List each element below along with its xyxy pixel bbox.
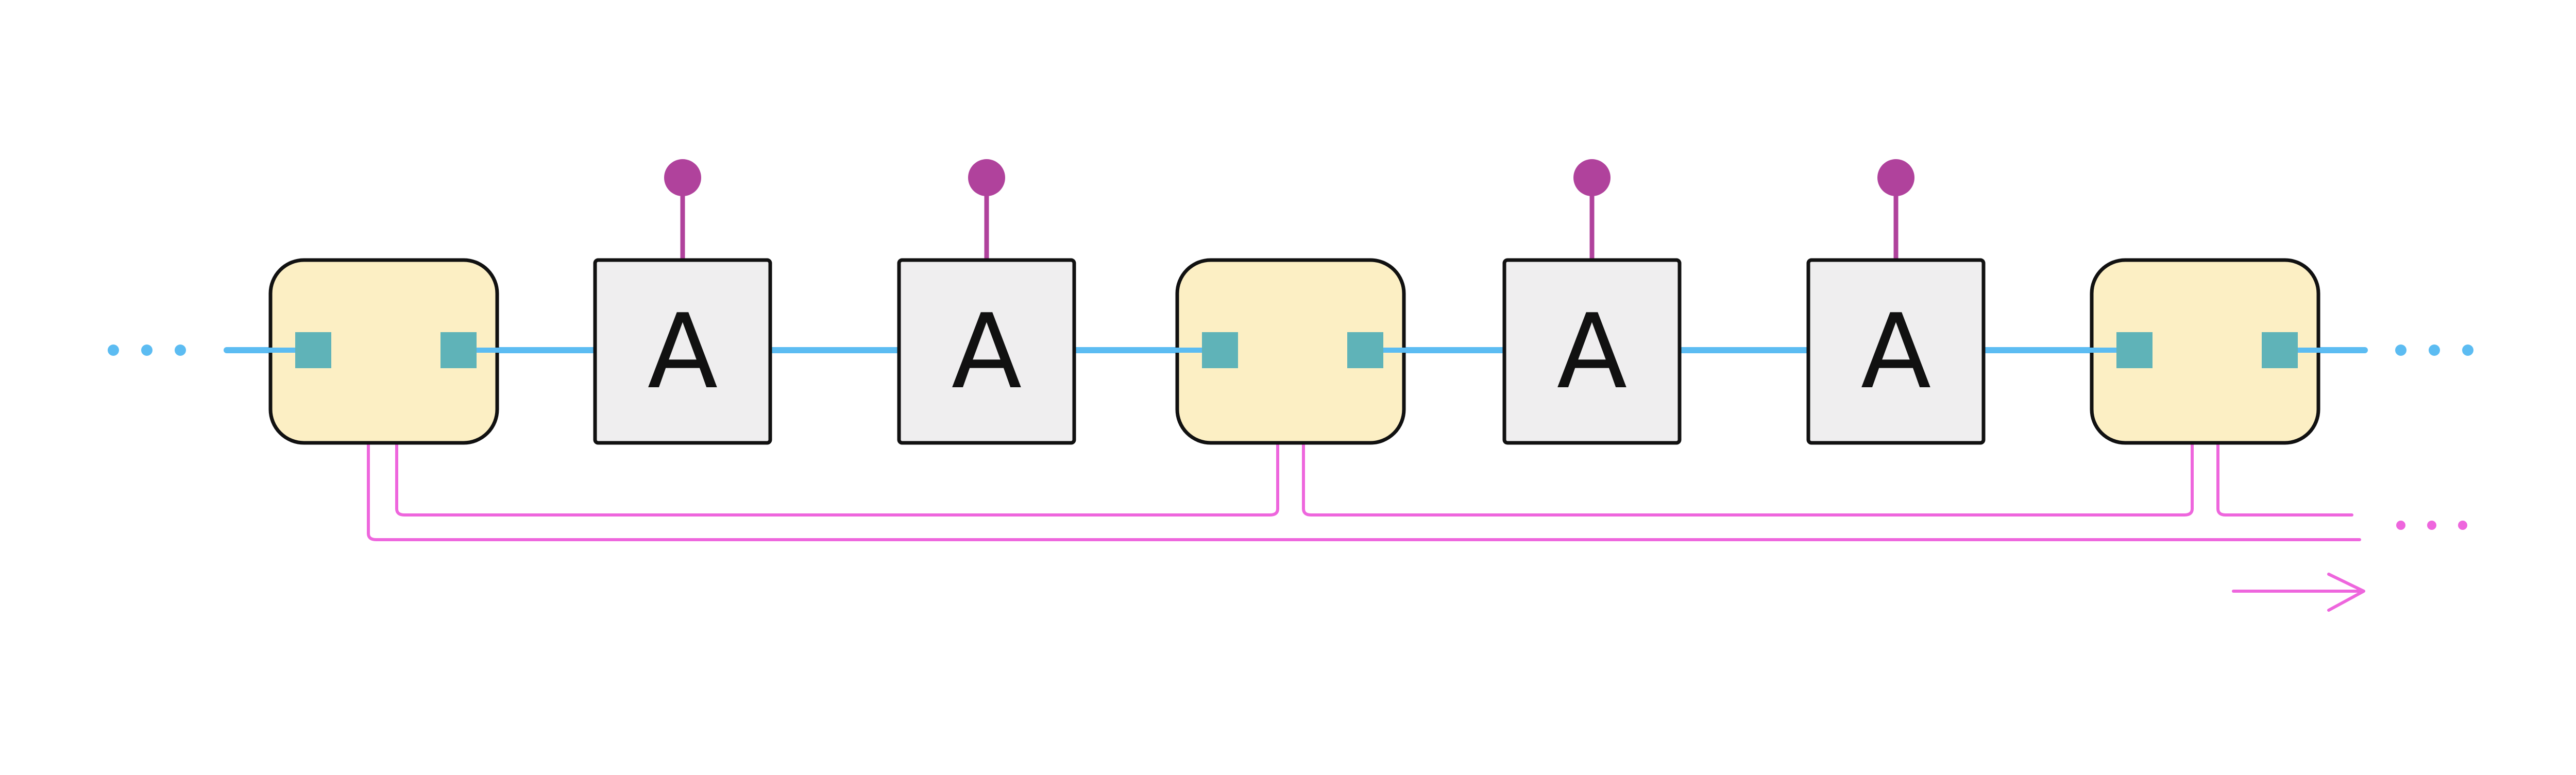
ellipsis-dot <box>2395 345 2406 356</box>
a-block-body <box>1806 258 1986 445</box>
ellipsis-dot <box>2458 521 2467 530</box>
ellipsis-bus <box>2396 521 2467 530</box>
ellipsis-dot <box>2429 345 2440 356</box>
ellipsis-dot <box>108 345 119 356</box>
pin-head <box>1573 159 1611 196</box>
bus-line-lower <box>367 441 2361 541</box>
pin-head <box>1877 159 1914 196</box>
ellipsis-dot <box>2427 521 2436 530</box>
a-block-label: A <box>1557 292 1628 412</box>
pin-head <box>664 159 701 196</box>
bus-line-upper <box>1302 441 2194 516</box>
cell-port-left <box>295 332 331 368</box>
ellipsis-left <box>108 345 186 356</box>
pin-head <box>968 159 1005 196</box>
ellipsis-dot <box>2462 345 2473 356</box>
cell-port-left <box>1202 332 1238 368</box>
a-block-label: A <box>952 292 1022 412</box>
cell-block <box>265 258 502 445</box>
ellipsis-dot <box>175 345 186 356</box>
ellipsis-right <box>2395 345 2473 356</box>
a-block: A <box>1502 159 1682 445</box>
ellipsis-dot <box>2396 521 2405 530</box>
arrow-head <box>2327 573 2365 612</box>
a-block: A <box>897 159 1076 445</box>
cell-block <box>1172 258 1409 445</box>
a-block-label: A <box>1861 292 1931 412</box>
a-block-body <box>1502 258 1682 445</box>
a-block-body <box>593 258 772 445</box>
cell-port-left <box>2116 332 2153 368</box>
bus-lines <box>367 441 2361 541</box>
cell-block <box>2087 258 2324 445</box>
bus-line-upper <box>2216 441 2353 516</box>
a-block-label: A <box>648 292 718 412</box>
a-block-body <box>897 258 1076 445</box>
cell-port-right <box>2262 332 2298 368</box>
bus-line-upper <box>395 441 1279 516</box>
a-block: A <box>593 159 772 445</box>
direction-arrow <box>2232 573 2365 612</box>
cell-port-right <box>1347 332 1383 368</box>
a-block: A <box>1806 159 1986 445</box>
cell-port-right <box>440 332 477 368</box>
ellipsis-dot <box>141 345 152 356</box>
